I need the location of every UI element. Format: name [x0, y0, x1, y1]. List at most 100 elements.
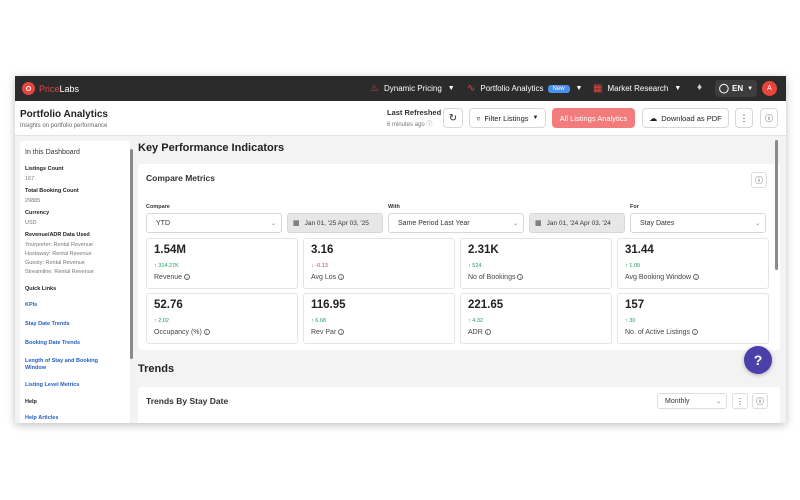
- with-date-range[interactable]: ▦ Jan 01, '24 Apr 03, '24: [529, 213, 625, 233]
- metric-value: 221.65: [468, 299, 504, 311]
- info-icon[interactable]: i: [693, 274, 700, 280]
- app-window: PriceLabs ♨ Dynamic Pricing ▼ ∿ Portfoli…: [15, 76, 786, 423]
- nav-market-research[interactable]: ▦ Market Research ▼: [593, 76, 681, 101]
- arrow-up-icon: ↑: [468, 318, 471, 324]
- download-pdf-button[interactable]: ☁ Download as PDF: [642, 108, 729, 128]
- trends-more-button[interactable]: ⋮: [732, 393, 748, 409]
- listings-count-label: Listings Count: [25, 166, 64, 172]
- arrow-up-icon: ↑: [154, 263, 157, 269]
- refresh-icon: ↻: [448, 112, 458, 124]
- metric-card-occupancy: 52.76 ↑ 2.02 Occupancy (%) i: [146, 293, 298, 344]
- info-icon[interactable]: i: [484, 329, 491, 335]
- with-period-select[interactable]: Same Period Last Year ⌄: [388, 213, 524, 233]
- grid-icon: ▦: [593, 83, 603, 94]
- kebab-icon: ⋮: [736, 396, 744, 406]
- chevron-down-icon: ⌄: [270, 220, 276, 227]
- nav-dynamic-pricing[interactable]: ♨ Dynamic Pricing ▼: [370, 76, 455, 101]
- info-icon: ⓘ: [755, 175, 763, 185]
- currency-label: Currency: [25, 210, 50, 216]
- chevron-down-icon: ▼: [447, 85, 455, 92]
- with-period-value: Same Period Last Year: [398, 219, 470, 227]
- sidebar-link-length-of-stay[interactable]: Length of Stay and Booking Window: [25, 358, 99, 371]
- avatar[interactable]: A: [762, 81, 777, 96]
- new-badge: New: [547, 84, 570, 93]
- for-label: For: [630, 204, 639, 210]
- metric-name: Avg Booking Window: [625, 274, 692, 281]
- pricelabs-logo[interactable]: PriceLabs: [22, 82, 79, 95]
- trends-heading: Trends: [138, 363, 175, 375]
- with-label: With: [388, 204, 400, 210]
- dashboard-sidebar: In this Dashboard Listings Count 167 Tot…: [20, 141, 133, 423]
- trends-by-stay-date-card: Trends By Stay Date Monthly ⌄ ⋮ ⓘ: [138, 387, 780, 423]
- trend-line-icon: ∿: [467, 83, 476, 94]
- with-date-range-value: Jan 01, '24 Apr 03, '24: [546, 219, 611, 227]
- metric-delta: 2.02: [158, 318, 169, 324]
- filter-listings-label: Filter Listings: [484, 113, 529, 123]
- compare-period-select[interactable]: YTD ⌄: [146, 213, 282, 233]
- metric-value: 2.31K: [468, 244, 499, 256]
- metric-value: 52.76: [154, 299, 183, 311]
- trends-info-button[interactable]: ⓘ: [752, 393, 768, 409]
- metric-card-revenue: 1.54M ↑ 314.27K Revenue i: [146, 238, 298, 289]
- info-icon: ⓘ: [426, 122, 433, 128]
- granularity-select[interactable]: Monthly ⌄: [657, 393, 727, 409]
- compare-date-range-value: Jan 01, '25 Apr 03, '25: [304, 219, 369, 227]
- info-icon: ⓘ: [756, 396, 764, 406]
- globe-icon: ◯: [718, 83, 729, 93]
- sidebar-link-help-articles[interactable]: Help Articles: [25, 415, 59, 421]
- compare-date-range[interactable]: ▦ Jan 01, '25 Apr 03, '25: [287, 213, 383, 233]
- compare-metrics-title: Compare Metrics: [146, 173, 215, 183]
- sidebar-heading: In this Dashboard: [25, 149, 80, 156]
- arrow-up-icon: ↑: [625, 318, 628, 324]
- metric-name: ADR: [468, 329, 483, 336]
- info-icon[interactable]: i: [184, 274, 191, 280]
- refresh-button[interactable]: ↻: [443, 108, 463, 128]
- sidebar-link-stay-date-trends[interactable]: Stay Date Trends: [25, 321, 70, 327]
- sidebar-link-kpis[interactable]: KPIs: [25, 302, 38, 308]
- info-icon[interactable]: i: [338, 274, 345, 280]
- compare-info-button[interactable]: ⓘ: [751, 172, 767, 188]
- metric-value: 31.44: [625, 244, 654, 256]
- brand-price: Price: [39, 83, 60, 94]
- chevron-down-icon: ▼: [674, 85, 682, 92]
- sidebar-link-listing-level-metrics[interactable]: Listing Level Metrics: [25, 382, 80, 388]
- revenue-source: Streamline: Rental Revenue: [25, 269, 94, 275]
- metric-name: Avg Los: [311, 274, 337, 281]
- info-icon[interactable]: i: [517, 274, 524, 280]
- for-select[interactable]: Stay Dates ⌄: [630, 213, 766, 233]
- more-options-button[interactable]: ⋮: [735, 108, 753, 128]
- nav-dynamic-pricing-label: Dynamic Pricing: [383, 84, 442, 93]
- calendar-icon: ▦: [535, 220, 542, 227]
- metric-delta: 6.68: [315, 318, 326, 324]
- metric-card-revpar: 116.95 ↑ 6.68 Rev Par i: [303, 293, 455, 344]
- help-chat-button[interactable]: ?: [744, 346, 772, 374]
- metric-name: Occupancy (%): [154, 329, 202, 336]
- metric-delta: 524: [472, 263, 482, 269]
- help-icon: ⓘ: [765, 113, 773, 123]
- help-button[interactable]: ⓘ: [760, 108, 778, 128]
- sidebar-link-booking-date-trends[interactable]: Booking Date Trends: [25, 340, 81, 346]
- cloud-download-icon: ☁: [649, 113, 658, 123]
- trends-by-stay-date-title: Trends By Stay Date: [146, 396, 229, 406]
- chevron-down-icon: ⌄: [754, 220, 760, 227]
- top-nav: PriceLabs ♨ Dynamic Pricing ▼ ∿ Portfoli…: [15, 76, 786, 101]
- info-icon[interactable]: i: [691, 329, 698, 335]
- language-selector[interactable]: ◯ EN ▼: [715, 80, 757, 97]
- sidebar-scrollbar-thumb[interactable]: [130, 149, 133, 359]
- metric-delta: 30: [629, 318, 636, 324]
- main-scrollbar-thumb[interactable]: [775, 140, 778, 270]
- all-listings-analytics-button[interactable]: All Listings Analytics: [552, 108, 635, 128]
- last-refreshed: Last Refreshed 6 minutes ago ⓘ: [387, 108, 441, 128]
- total-booking-value: 29885: [25, 198, 41, 204]
- info-icon[interactable]: i: [338, 329, 345, 335]
- bell-icon[interactable]: ♦: [697, 82, 703, 93]
- nav-market-research-label: Market Research: [607, 84, 669, 93]
- kebab-icon: ⋮: [739, 112, 749, 123]
- arrow-up-icon: ↑: [468, 263, 471, 269]
- chevron-down-icon: ▼: [532, 115, 539, 121]
- info-icon[interactable]: i: [203, 329, 210, 335]
- filter-listings-button[interactable]: ▿ Filter Listings ▼: [469, 108, 546, 128]
- nav-portfolio-analytics[interactable]: ∿ Portfolio Analytics New ▼: [467, 76, 582, 101]
- metric-name: No of Bookings: [468, 274, 516, 281]
- currency-value: USD: [25, 220, 37, 226]
